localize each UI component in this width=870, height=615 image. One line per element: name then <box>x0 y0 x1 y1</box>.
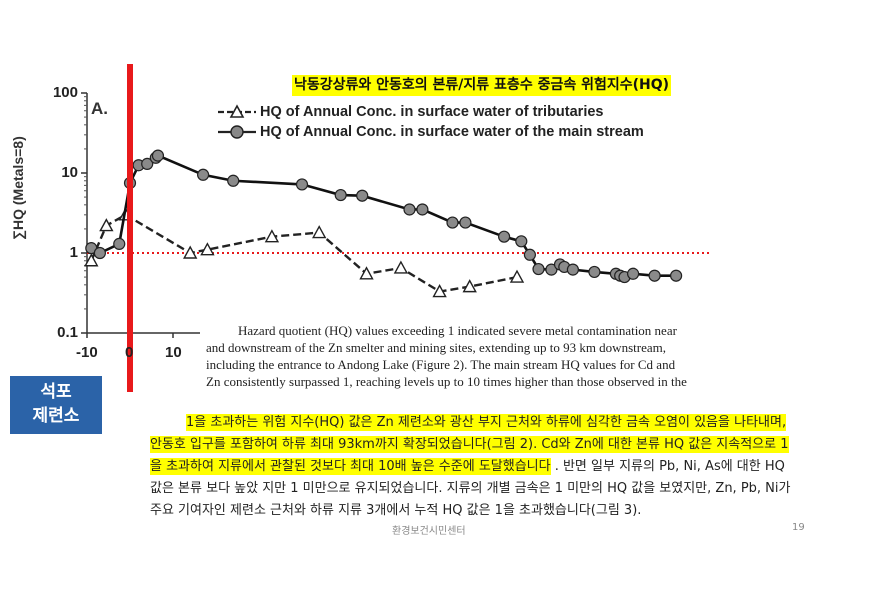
main-stream-point <box>588 265 601 279</box>
legend-circle-icon <box>218 125 256 139</box>
main-stream-point <box>498 230 511 243</box>
korean-highlight: 안동호 입구를 포함하여 하류 최대 93km까지 확장되었습니다(그림 2).… <box>150 436 789 453</box>
smelter-label-box: 석포 제련소 <box>10 376 102 434</box>
main-stream-series <box>85 149 683 284</box>
korean-text: . 반면 일부 지류의 Pb, Ni, As에 대한 HQ <box>550 459 785 474</box>
main-stream-point <box>523 248 537 261</box>
tributary-point <box>393 260 409 274</box>
legend: HQ of Annual Conc. in surface water of t… <box>216 103 736 143</box>
korean-paragraph: 1을 초과하는 위험 지수(HQ) 값은 Zn 제련소와 광산 부지 근처와 하… <box>150 412 850 522</box>
tributary-point <box>200 242 215 256</box>
korean-line: 을 초과하여 지류에서 관찰된 것보다 최대 10배 높은 수준에 도달했습니다… <box>150 456 850 478</box>
tributary-point <box>264 229 280 243</box>
main-stream-point <box>648 269 661 282</box>
smelter-label-line2: 제련소 <box>32 406 80 426</box>
main-stream-point <box>197 168 210 181</box>
english-line: Zn consistently surpassed 1, reaching le… <box>206 374 687 389</box>
x-tick-label: 10 <box>165 344 182 361</box>
smelter-label-line1: 석포 <box>40 382 72 402</box>
footer-org: 환경보건시민센터 <box>392 526 466 537</box>
tributary-point <box>84 253 99 267</box>
legend-item-tributaries: HQ of Annual Conc. in surface water of t… <box>216 103 736 123</box>
tributary-point <box>462 279 477 293</box>
tributary-point <box>183 245 198 259</box>
korean-line: 값은 본류 보다 높았 지만 1 미만으로 유지되었습니다. 지류의 개별 금속… <box>150 478 850 500</box>
page-number: 19 <box>792 522 805 533</box>
main-stream-point <box>669 269 683 282</box>
chart-axes <box>81 92 200 338</box>
korean-line: 1을 초과하는 위험 지수(HQ) 값은 Zn 제련소와 광산 부지 근처와 하… <box>150 412 850 434</box>
main-stream-point <box>141 157 154 170</box>
main-stream-point <box>93 246 107 260</box>
panel-label: A. <box>91 99 108 118</box>
y-tick-label: 10 <box>61 164 78 181</box>
legend-triangle-icon <box>218 104 256 118</box>
y-axis-label: ∑HQ (Metals=8) <box>10 136 26 240</box>
korean-text: 주요 기여자인 제련소 근처와 하류 지류 3개에서 누적 HQ 값은 1을 초… <box>150 503 642 518</box>
main-stream-point <box>334 188 347 202</box>
english-line: Hazard quotient (HQ) values exceeding 1 … <box>238 323 677 338</box>
legend-label-tributaries: HQ of Annual Conc. in surface water of t… <box>260 104 604 120</box>
main-stream-point <box>356 189 369 202</box>
english-paragraph: Hazard quotient (HQ) values exceeding 1 … <box>206 322 806 390</box>
legend-label-main-stream: HQ of Annual Conc. in surface water of t… <box>260 124 644 140</box>
legend-item-main-stream: HQ of Annual Conc. in surface water of t… <box>216 123 736 143</box>
y-tick-label: 0.1 <box>57 324 78 341</box>
main-stream-point <box>626 267 640 280</box>
main-stream-point <box>446 216 459 229</box>
main-stream-point <box>227 174 240 187</box>
korean-highlight: 을 초과하여 지류에서 관찰된 것보다 최대 10배 높은 수준에 도달했습니다 <box>150 458 551 475</box>
x-tick-label: -10 <box>76 344 98 361</box>
tributary-point <box>509 269 525 283</box>
main-stream-point <box>416 203 429 216</box>
main-stream-point <box>113 237 126 250</box>
main-stream-point <box>295 178 309 191</box>
tributary-point <box>312 225 327 239</box>
tributary-point <box>432 284 447 298</box>
tributaries-line <box>90 213 518 293</box>
main-stream-point <box>151 149 165 162</box>
y-tick-label: 1 <box>69 244 78 261</box>
korean-title: 낙동강상류와 안동호의 본류/지류 표층수 중금속 위험지수(HQ) <box>292 75 672 96</box>
main-stream-point <box>532 262 545 276</box>
tributary-point <box>359 266 374 280</box>
x-tick-label: 0 <box>125 344 134 361</box>
main-stream-point <box>403 203 416 216</box>
y-tick-label: 100 <box>52 84 78 101</box>
korean-line: 안동호 입구를 포함하여 하류 최대 93km까지 확장되었습니다(그림 2).… <box>150 434 850 456</box>
main-stream-point <box>566 263 580 276</box>
english-line: including the entrance to Andong Lake (F… <box>206 357 676 372</box>
main-stream-point <box>515 235 528 248</box>
main-stream-line <box>90 154 677 279</box>
korean-text: 값은 본류 보다 높았 지만 1 미만으로 유지되었습니다. 지류의 개별 금속… <box>150 481 791 496</box>
tributary-point <box>99 218 114 232</box>
korean-line: 주요 기여자인 제련소 근처와 하류 지류 3개에서 누적 HQ 값은 1을 초… <box>150 500 850 522</box>
english-line: and downstream of the Zn smelter and min… <box>206 340 666 355</box>
main-stream-point <box>459 216 472 229</box>
korean-highlight: 1을 초과하는 위험 지수(HQ) 값은 Zn 제련소와 광산 부지 근처와 하… <box>186 414 787 431</box>
